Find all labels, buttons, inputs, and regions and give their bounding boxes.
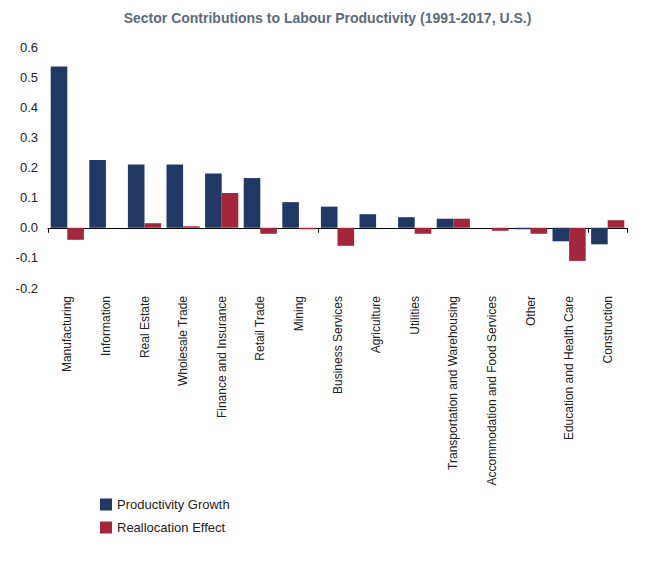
svg-text:Retail Trade: Retail Trade [253,296,267,361]
svg-text:Business Services: Business Services [331,296,345,394]
svg-text:Real Estate: Real Estate [138,296,152,358]
svg-text:0.1: 0.1 [20,190,38,205]
svg-text:Reallocation Effect: Reallocation Effect [117,520,226,535]
svg-text:0.3: 0.3 [20,130,38,145]
svg-text:Wholesale Trade: Wholesale Trade [176,296,190,386]
svg-text:Utilities: Utilities [408,296,422,335]
svg-text:Finance and Insurance: Finance and Insurance [215,296,229,418]
svg-text:0.6: 0.6 [20,40,38,55]
svg-text:-0.1: -0.1 [16,250,38,265]
svg-text:Transportation and Warehousing: Transportation and Warehousing [446,296,460,470]
svg-text:Mining: Mining [292,296,306,331]
svg-text:Information: Information [99,296,113,356]
svg-text:0.5: 0.5 [20,70,38,85]
svg-text:Agriculture: Agriculture [369,296,383,354]
svg-text:0.0: 0.0 [20,220,38,235]
svg-text:Accommodation and Food Service: Accommodation and Food Services [485,296,499,485]
svg-text:Productivity Growth: Productivity Growth [117,497,230,512]
svg-text:-0.2: -0.2 [16,281,38,296]
svg-text:Construction: Construction [601,296,615,363]
svg-text:0.4: 0.4 [20,100,38,115]
svg-text:Other: Other [524,296,538,326]
svg-text:Education and Health Care: Education and Health Care [562,296,576,440]
svg-text:0.2: 0.2 [20,160,38,175]
svg-text:Manufacturing: Manufacturing [60,296,74,372]
svg-text:Sector Contributions to Labour: Sector Contributions to Labour Productiv… [124,10,532,26]
